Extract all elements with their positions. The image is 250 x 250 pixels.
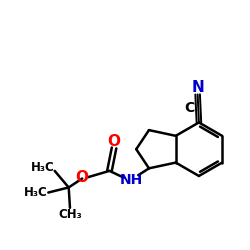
Text: O: O xyxy=(75,170,88,185)
Text: C: C xyxy=(184,102,194,116)
Text: NH: NH xyxy=(120,173,143,187)
Text: CH₃: CH₃ xyxy=(58,208,82,221)
Text: N: N xyxy=(191,80,204,95)
Text: H₃C: H₃C xyxy=(30,161,54,174)
Text: H₃C: H₃C xyxy=(24,186,48,198)
Text: O: O xyxy=(108,134,120,149)
